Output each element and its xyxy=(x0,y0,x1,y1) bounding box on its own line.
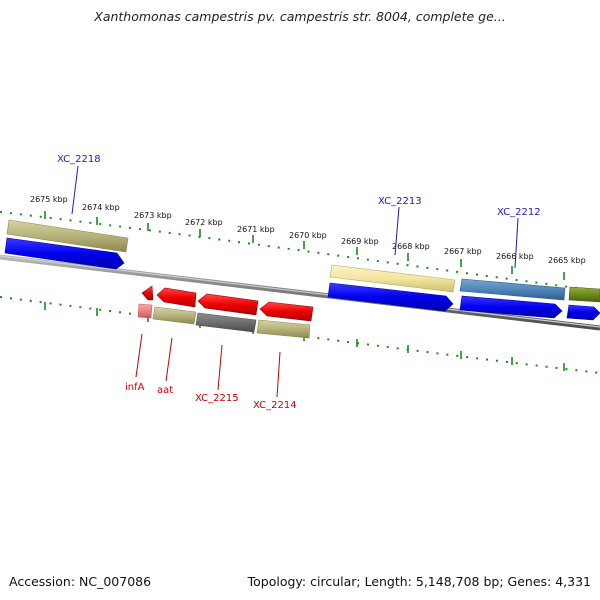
kbp-label: 2667 kbp xyxy=(444,247,482,256)
kbp-label: 2670 kbp xyxy=(289,231,327,240)
kbp-label: 2665 kbp xyxy=(548,256,586,265)
kbp-label: 2668 kbp xyxy=(392,242,430,251)
gene-label-aat[interactable]: aat xyxy=(157,385,173,396)
kbp-label: 2674 kbp xyxy=(82,203,120,212)
topology-summary-text: Topology: circular; Length: 5,148,708 bp… xyxy=(247,574,591,589)
cds-forward-edge[interactable] xyxy=(566,304,600,321)
reverse-tick-ring xyxy=(0,296,600,374)
kbp-labels: 2675 kbp 2674 kbp 2673 kbp 2672 kbp 2671… xyxy=(30,195,586,265)
feature-olive-3[interactable] xyxy=(256,319,311,339)
feature-dark-olive[interactable] xyxy=(568,286,600,303)
kbp-label: 2673 kbp xyxy=(134,211,172,220)
map-title: Xanthomonas campestris pv. campestris st… xyxy=(94,9,506,24)
accession-text: Accession: NC_007086 xyxy=(9,574,152,589)
kbp-label: 2672 kbp xyxy=(185,218,223,227)
major-ticks-upper xyxy=(44,211,565,280)
kbp-label: 2675 kbp xyxy=(30,195,68,204)
gene-label-xc2214[interactable]: XC_2214 xyxy=(253,400,297,411)
gene-label-xc2213[interactable]: XC_2213 xyxy=(378,196,422,207)
cds-forward-xc2218[interactable] xyxy=(4,237,125,270)
forward-cds xyxy=(4,237,600,321)
cds-reverse-xc2214[interactable] xyxy=(259,301,314,322)
reverse-features xyxy=(137,303,311,339)
forward-features xyxy=(6,219,600,303)
cds-reverse-xc2215[interactable] xyxy=(197,293,259,316)
feature-gray[interactable] xyxy=(195,312,257,333)
feature-pale-yellow[interactable] xyxy=(329,264,456,293)
kbp-label: 2666 kbp xyxy=(496,252,534,261)
gene-label-infa[interactable]: infA xyxy=(125,382,145,393)
kbp-label: 2669 kbp xyxy=(341,237,379,246)
genome-backbone xyxy=(0,254,600,331)
gene-label-xc2218[interactable]: XC_2218 xyxy=(57,154,101,165)
reverse-gene-labels: infA aat XC_2215 XC_2214 xyxy=(125,333,297,411)
cds-reverse-infa[interactable] xyxy=(141,285,154,301)
cds-forward-xc2213[interactable] xyxy=(327,282,454,312)
feature-olive-2[interactable] xyxy=(152,306,197,325)
feature-pink[interactable] xyxy=(137,303,153,319)
reverse-cds xyxy=(141,285,314,322)
gene-label-xc2215[interactable]: XC_2215 xyxy=(195,393,239,404)
gene-label-xc2212[interactable]: XC_2212 xyxy=(497,207,541,218)
cds-reverse-aat[interactable] xyxy=(156,287,197,308)
forward-tick-ring xyxy=(0,211,600,292)
feature-steel-blue[interactable] xyxy=(459,278,566,301)
kbp-label: 2671 kbp xyxy=(237,225,275,234)
cds-forward-xc2212[interactable] xyxy=(459,295,563,319)
feature-olive-1[interactable] xyxy=(6,219,129,253)
forward-gene-labels: XC_2218 XC_2213 XC_2212 xyxy=(57,154,541,269)
